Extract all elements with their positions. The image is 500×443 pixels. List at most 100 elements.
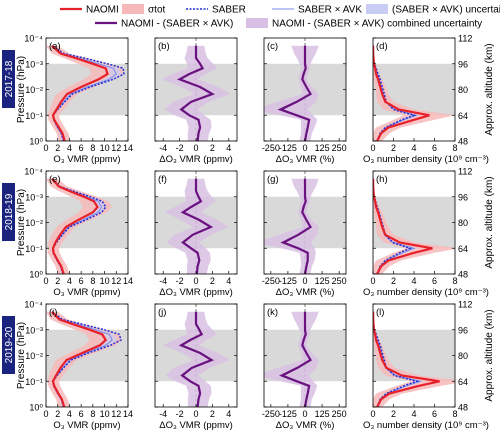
x-tick-label: -4 — [159, 143, 167, 153]
pressure-tick-label: 10⁰ — [29, 137, 43, 147]
x-tick-label: 250 — [332, 276, 347, 286]
naomi-line — [373, 45, 430, 141]
legend-item-saberavk: SABER × AVK — [272, 5, 362, 16]
x-tick-label: 125 — [315, 143, 330, 153]
x-tick-label: 2 — [210, 409, 215, 419]
legend-label: σtot — [148, 5, 166, 16]
panel-letter: (e) — [49, 174, 61, 185]
panel-letter: (d) — [376, 41, 388, 52]
panel-letter: (i) — [49, 307, 57, 318]
x-tick-label: -2 — [176, 143, 184, 153]
panel-letter: (a) — [49, 41, 61, 52]
avk-uncertainty-band — [373, 45, 420, 141]
x-tick-label: 125 — [315, 276, 330, 286]
diff-line — [277, 45, 313, 141]
legend-label: NAOMI — [86, 5, 119, 16]
altitude-tick-label: 48 — [458, 403, 468, 413]
x-tick-label: 0 — [43, 276, 48, 286]
panel-letter: (b) — [158, 41, 170, 52]
altitude-tick-label: 64 — [458, 377, 468, 387]
panel-letter: (c) — [267, 41, 278, 52]
x-tick-label: 0 — [302, 276, 307, 286]
x-axis-label: O₃ number density (10⁹ cm⁻³) — [363, 154, 489, 165]
altitude-tick-label: 80 — [458, 85, 468, 95]
naomi-line — [373, 311, 440, 407]
altitude-tick-label: 96 — [458, 192, 468, 202]
panel-letter: (f) — [158, 174, 167, 185]
x-axis-label: ΔO₃ VMR (%) — [276, 420, 335, 431]
diff-line — [178, 311, 215, 407]
sigma-band — [373, 178, 455, 274]
x-tick-label: 10 — [100, 276, 110, 286]
altitude-tick-label: 48 — [458, 137, 468, 147]
pressure-tick-label: 10⁻¹ — [25, 377, 43, 387]
legend-item-naomi: NAOMI — [60, 5, 119, 16]
x-tick-label: 14 — [123, 143, 133, 153]
x-tick-label: 250 — [332, 409, 347, 419]
x-tick-label: 12 — [111, 276, 121, 286]
pressure-axis-label: Pressure (hPa) — [16, 322, 27, 389]
year-label: 2017-18 — [2, 50, 15, 108]
altitude-tick-label: 112 — [458, 300, 472, 310]
x-tick-label: 6 — [79, 143, 84, 153]
diff-line — [176, 45, 216, 141]
panel-l: (l) 0 2 4 6 8O₃ number density (10⁹ cm⁻³) — [363, 303, 489, 431]
year-text: 2018-19 — [4, 193, 15, 230]
panel-letter: (l) — [376, 307, 384, 318]
x-tick-label: 2 — [55, 276, 60, 286]
x-tick-label: -125 — [279, 276, 297, 286]
naomi-line — [51, 178, 99, 274]
x-tick-label: -125 — [279, 143, 297, 153]
pressure-tick-label: 10⁻⁴ — [24, 167, 43, 177]
altitude-tick-label: 112 — [458, 34, 472, 44]
x-tick-label: 4 — [411, 143, 416, 153]
x-tick-label: -4 — [159, 409, 167, 419]
x-tick-label: 8 — [90, 143, 95, 153]
legend-item-avkunc: (SABER × AVK) uncertainty — [366, 4, 500, 16]
x-tick-label: 0 — [370, 143, 375, 153]
x-tick-label: 10 — [100, 143, 110, 153]
x-tick-label: 0 — [193, 276, 198, 286]
legend-swatch — [122, 4, 144, 14]
x-tick-label: 125 — [315, 409, 330, 419]
x-tick-label: 12 — [111, 143, 121, 153]
x-tick-label: 8 — [90, 276, 95, 286]
x-tick-label: 8 — [452, 409, 457, 419]
x-tick-label: 0 — [302, 409, 307, 419]
x-tick-label: 0 — [370, 409, 375, 419]
panel-grid: 2017-18 Pressure (hPa) Approx. altitude (k… — [2, 34, 495, 431]
altitude-tick-label: 96 — [458, 325, 468, 335]
legend-item-sigma: σtot — [122, 4, 166, 16]
x-tick-label: 2 — [391, 409, 396, 419]
x-axis-label: O₃ VMR (ppmv) — [53, 154, 120, 165]
sigma-band — [373, 45, 455, 141]
x-tick-label: 0 — [193, 143, 198, 153]
x-tick-label: 2 — [391, 143, 396, 153]
pressure-tick-label: 10⁰ — [29, 270, 43, 280]
x-axis-label: O₃ VMR (ppmv) — [53, 420, 120, 431]
legend-swatch — [246, 18, 268, 28]
pressure-tick-label: 10⁻⁴ — [24, 300, 43, 310]
legend-label: SABER — [212, 5, 246, 16]
x-tick-label: 250 — [332, 143, 347, 153]
year-text: 2017-18 — [4, 60, 15, 97]
x-axis-label: ΔO₃ VMR (ppmv) — [159, 420, 233, 431]
x-tick-label: 4 — [226, 409, 231, 419]
legend-item-diffunc: NAOMI - (SABER × AVK) combined uncertain… — [246, 18, 482, 30]
altitude-tick-label: 96 — [458, 59, 468, 69]
year-label: 2018-19 — [2, 183, 15, 241]
legend-label: SABER × AVK — [298, 5, 362, 16]
diff-line — [180, 178, 214, 274]
x-tick-label: 14 — [123, 276, 133, 286]
x-tick-label: 4 — [226, 276, 231, 286]
diff-uncertainty-band — [161, 45, 231, 141]
pressure-tick-label: 10⁻³ — [25, 192, 43, 202]
legend-swatch — [366, 4, 388, 14]
